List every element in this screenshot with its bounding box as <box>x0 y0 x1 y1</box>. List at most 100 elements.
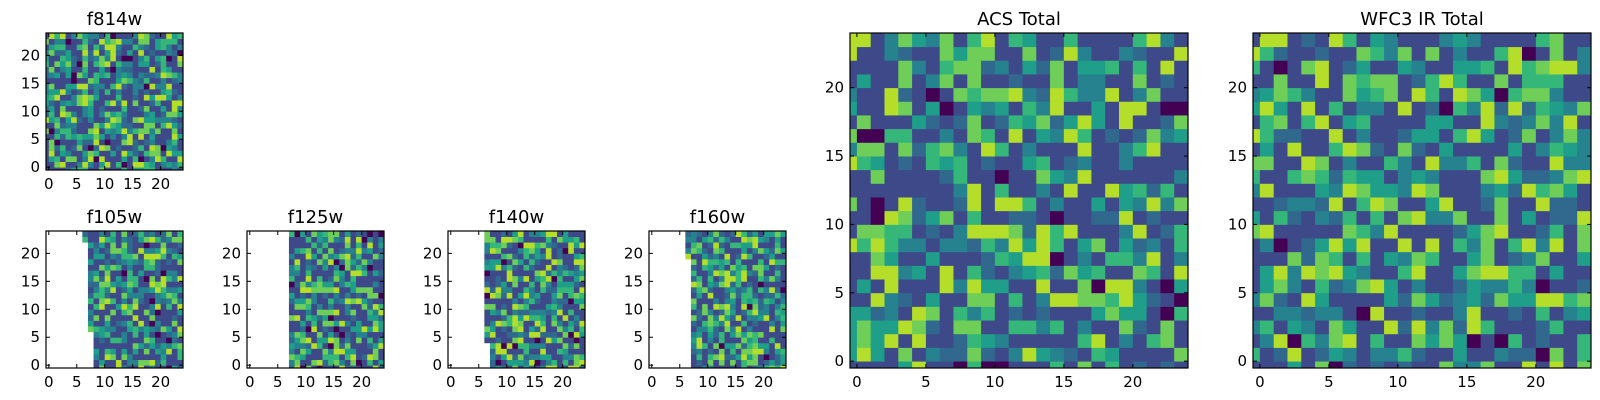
heatmap-cell <box>65 122 72 129</box>
heatmap-cell <box>1342 46 1357 61</box>
heatmap-cell <box>155 83 162 90</box>
heatmap-cell <box>132 286 139 293</box>
heatmap-cell <box>149 122 156 129</box>
heatmap-cell <box>718 309 725 316</box>
heatmap-cell <box>1253 292 1261 307</box>
heatmap-cell <box>898 265 913 280</box>
heatmap-cell <box>1439 74 1454 89</box>
heatmap-cell <box>121 242 128 249</box>
heatmap-cell <box>702 331 709 338</box>
heatmap-cell <box>121 83 128 90</box>
heatmap-cell <box>127 292 134 299</box>
heatmap-cell <box>1253 115 1261 130</box>
heatmap-cell <box>562 242 569 249</box>
heatmap-cell <box>1008 238 1023 253</box>
heatmap-cell <box>328 264 335 271</box>
heatmap-cell <box>367 365 374 369</box>
heatmap-cell <box>71 38 78 45</box>
heatmap-cell <box>1384 169 1399 184</box>
heatmap-cell <box>512 331 519 338</box>
heatmap-cell <box>489 292 496 299</box>
heatmap-cell <box>1508 156 1523 171</box>
panel-title: f105w <box>87 207 142 228</box>
heatmap-cell <box>166 298 173 305</box>
heatmap-cell <box>76 156 83 163</box>
heatmap-cell <box>288 264 295 271</box>
heatmap-cell <box>138 83 145 90</box>
heatmap-cell <box>1273 224 1288 239</box>
heatmap-cell <box>994 224 1010 239</box>
heatmap-cell <box>1022 33 1037 48</box>
heatmap-cell <box>953 279 968 294</box>
heatmap-cell <box>1301 74 1316 89</box>
heatmap-cell <box>735 354 742 361</box>
heatmap-cell <box>339 292 346 299</box>
heatmap-cell <box>132 281 139 288</box>
heatmap-cell <box>690 342 697 349</box>
heatmap-cell <box>1577 33 1592 48</box>
heatmap-cell <box>484 270 491 277</box>
heatmap-cell <box>1370 33 1385 48</box>
heatmap-cell <box>898 46 913 61</box>
heatmap-cell <box>76 105 83 112</box>
heatmap-cell <box>99 314 106 321</box>
heatmap-cell <box>1077 128 1092 143</box>
heatmap-cell <box>177 94 184 101</box>
heatmap-cell <box>356 314 363 321</box>
heatmap-cell <box>1287 60 1302 75</box>
heatmap-cell <box>149 128 156 135</box>
heatmap-cell <box>730 314 737 321</box>
heatmap-cell <box>763 331 770 338</box>
heatmap-cell <box>939 361 954 369</box>
heatmap-cell <box>65 77 72 84</box>
heatmap-cell <box>1370 60 1385 75</box>
heatmap-cell <box>484 292 491 299</box>
heatmap-cell <box>305 354 312 361</box>
heatmap-cell <box>981 347 996 362</box>
heatmap-cell <box>1077 333 1092 348</box>
heatmap-cell <box>495 314 502 321</box>
heatmap-cell <box>1411 156 1426 171</box>
heatmap-cell <box>1146 265 1161 280</box>
heatmap-cell <box>76 66 83 73</box>
heatmap-cell <box>1480 169 1495 184</box>
heatmap-cell <box>121 128 128 135</box>
heatmap-cell <box>311 342 318 349</box>
heatmap-cell <box>1008 251 1023 266</box>
heatmap-cell <box>523 359 530 366</box>
heatmap-cell <box>378 253 385 260</box>
heatmap-cell <box>149 253 156 260</box>
heatmap-cell <box>1077 142 1092 157</box>
heatmap-cell <box>99 60 106 67</box>
heatmap-cell <box>545 292 552 299</box>
heatmap-cell <box>925 197 941 212</box>
heatmap-cell <box>579 320 586 327</box>
heatmap-cell <box>512 320 519 327</box>
heatmap-cell <box>59 156 66 163</box>
heatmap-cell <box>746 314 753 321</box>
heatmap-cell <box>65 94 72 101</box>
heatmap-cell <box>372 281 379 288</box>
heatmap-cell <box>774 337 781 344</box>
heatmap-cell <box>93 337 100 344</box>
heatmap-cell <box>305 348 312 355</box>
heatmap-cell <box>87 105 94 112</box>
x-tick-label: 10 <box>985 373 1004 391</box>
heatmap-cell <box>696 270 703 277</box>
heatmap-cell <box>489 281 496 288</box>
heatmap-cell <box>702 236 709 243</box>
heatmap-cell <box>166 320 173 327</box>
heatmap-cell <box>489 298 496 305</box>
heatmap-cell <box>517 337 524 344</box>
y-tick-label: 0 <box>1237 352 1247 370</box>
heatmap-cell <box>288 365 295 369</box>
heatmap-cell <box>484 264 491 271</box>
heatmap-cell <box>171 258 178 265</box>
heatmap-cell <box>160 242 167 249</box>
heatmap-cell <box>177 128 184 135</box>
heatmap-cell <box>752 342 759 349</box>
heatmap-cell <box>76 49 83 56</box>
heatmap-cell <box>333 309 340 316</box>
heatmap-cell <box>557 354 564 361</box>
heatmap-cell <box>367 342 374 349</box>
